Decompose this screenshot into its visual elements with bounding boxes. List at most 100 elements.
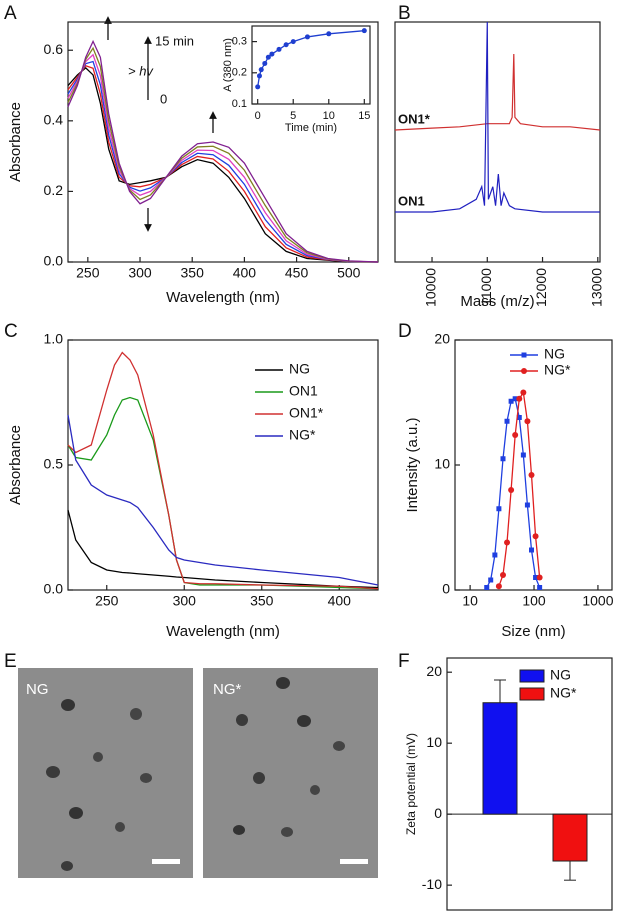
marker [537,585,543,590]
marker [520,452,526,458]
plot-frame [446,657,613,911]
plot-frame [394,21,601,263]
marker [265,54,271,60]
x-tick-label: 500 [337,265,361,281]
legend-marker [521,368,527,374]
x-axis-label: Time (min) [285,122,337,134]
legend-label: NG* [550,685,577,701]
panel-label: F [398,651,410,672]
annotation: 15 min [155,33,194,48]
x-tick-label: 450 [285,265,309,281]
marker [492,552,498,558]
marker [496,506,502,512]
x-tick-label: 0 [255,110,261,122]
annotation: > hv [128,63,154,78]
line [67,53,379,263]
plot-frame [67,339,379,591]
panel-label: C [4,321,18,342]
x-tick-label: 12000 [533,268,549,307]
x-tick-label: 1000 [582,593,613,609]
marker [504,418,510,424]
marker [516,415,522,420]
y-tick-label: 0.0 [44,253,64,269]
marker [524,418,531,425]
y-axis-label: Absorbance [7,102,24,182]
x-tick-label: 100 [522,593,546,609]
x-tick-label: 250 [76,265,100,281]
legend-label: ON1* [289,405,324,421]
marker [533,575,539,580]
y-tick-label: 10 [426,734,442,750]
x-tick-label: 350 [181,265,205,281]
marker [290,39,296,45]
marker [528,472,535,478]
marker [520,389,527,396]
line [486,397,541,588]
x-axis-label: Mass (m/z) [460,293,534,310]
x-tick-label: 15 [358,110,370,122]
y-tick-label: 20 [434,331,450,347]
y-tick-label: 0 [442,581,450,597]
bar [552,813,588,862]
y-tick-label: 0.5 [44,456,64,472]
marker [500,572,507,578]
y-tick-label: 0.3 [232,36,247,48]
y-axis-label: Absorbance [7,425,24,505]
panel-label: B [398,3,411,24]
line [67,39,379,263]
micrograph-label: NG* [213,681,242,698]
micrograph-label: NG [26,681,49,698]
line [67,351,379,590]
marker [304,34,310,40]
plot-frame [251,25,371,105]
marker [262,60,268,66]
y-axis-label: Intensity (a.u.) [404,417,421,512]
line [67,396,379,590]
line [257,30,365,87]
panel-label: A [4,3,17,24]
legend-label: ON1 [289,383,318,399]
y-tick-label: 0.2 [232,67,247,79]
x-tick-label: 300 [173,593,197,609]
legend-label: NG [550,667,571,683]
legend-swatch [519,687,545,701]
x-tick-label: 10 [323,110,335,122]
panel-label: E [4,651,17,672]
marker [524,502,530,508]
marker [528,547,534,553]
marker [508,487,515,493]
marker [255,84,261,90]
annotation: 0 [160,91,167,106]
x-tick-label: 250 [95,593,119,609]
marker [276,46,282,52]
x-tick-label: 13000 [588,268,604,307]
trace [394,53,601,131]
x-tick-label: 300 [128,265,152,281]
legend-marker [521,352,527,358]
y-tick-label: -10 [422,876,442,892]
marker [495,583,502,590]
x-tick-label: 350 [250,593,274,609]
micrograph [18,668,193,878]
marker [326,31,332,37]
x-axis-label: Wavelength (nm) [166,623,280,640]
line [67,60,379,263]
y-tick-label: 1.0 [44,331,64,347]
x-axis-label: Wavelength (nm) [166,289,280,306]
marker [532,533,539,540]
marker [504,539,511,546]
x-tick-label: 10 [462,593,478,609]
marker [508,398,514,404]
line [67,64,379,263]
trace-label: ON1* [398,111,431,126]
y-tick-label: 0.6 [44,41,64,57]
marker [256,73,262,79]
x-axis-label: Size (nm) [501,623,565,640]
bar [482,702,518,815]
plot-frame [67,21,379,263]
legend-label: NG [289,361,310,377]
panel-label: D [398,321,412,342]
legend-swatch [519,669,545,683]
x-tick-label: 10000 [423,268,439,307]
micrograph [203,668,378,878]
